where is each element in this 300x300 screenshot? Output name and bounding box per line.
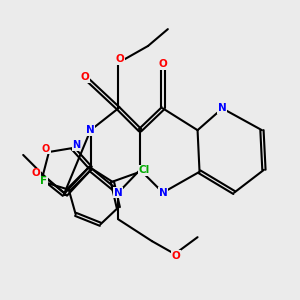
Text: N: N bbox=[114, 188, 123, 198]
Text: O: O bbox=[172, 250, 181, 260]
Text: N: N bbox=[86, 125, 95, 135]
Text: O: O bbox=[42, 144, 50, 154]
Text: Cl: Cl bbox=[139, 165, 150, 175]
Text: F: F bbox=[40, 176, 47, 186]
Text: O: O bbox=[32, 168, 40, 178]
Text: O: O bbox=[116, 54, 124, 64]
Text: N: N bbox=[218, 103, 227, 113]
Text: N: N bbox=[72, 140, 80, 150]
Text: O: O bbox=[81, 72, 89, 82]
Text: O: O bbox=[158, 59, 167, 69]
Text: N: N bbox=[158, 188, 167, 198]
